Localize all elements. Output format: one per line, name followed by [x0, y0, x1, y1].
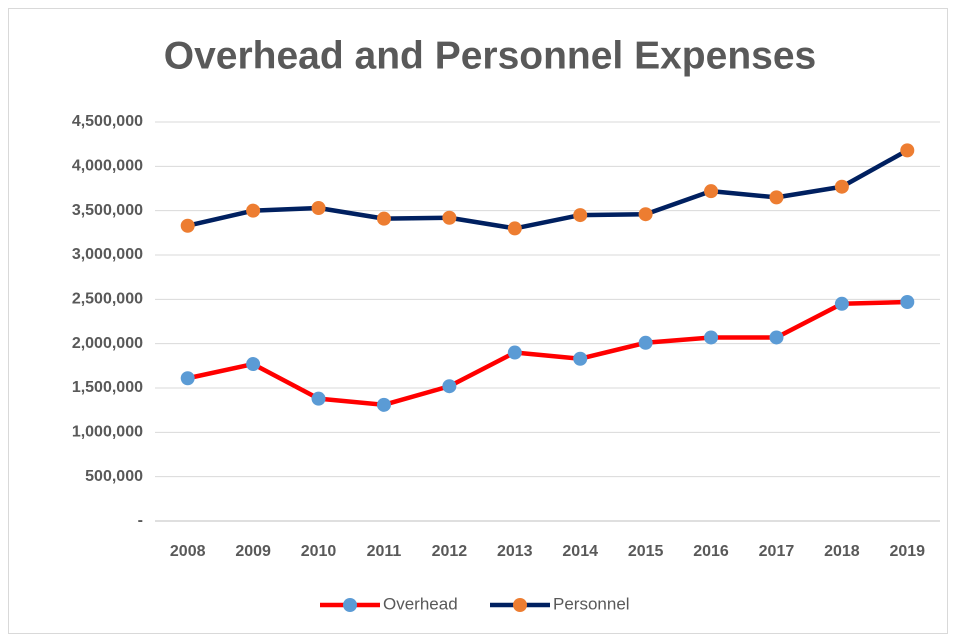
y-tick-label: 500,000: [85, 468, 143, 485]
data-point: [246, 357, 261, 372]
data-point: [638, 335, 653, 350]
y-tick-label: 4,000,000: [72, 158, 143, 175]
data-point: [246, 203, 261, 218]
x-tick-label: 2012: [432, 543, 468, 560]
series-line: [187, 299, 908, 408]
series-line: [187, 148, 909, 231]
data-point: [311, 201, 326, 216]
x-tick-label: 2013: [497, 543, 533, 560]
y-tick-label: 3,000,000: [72, 246, 143, 263]
data-point: [507, 345, 522, 360]
data-point: [180, 218, 195, 233]
data-point: [769, 190, 784, 205]
legend-label: Overhead: [383, 594, 458, 613]
legend-label: Personnel: [553, 594, 630, 613]
y-tick-label: -: [138, 512, 143, 529]
data-point: [442, 210, 457, 225]
chart-title: Overhead and Personnel Expenses: [164, 34, 816, 77]
legend-marker: [513, 598, 527, 612]
chart-border: [8, 8, 948, 634]
data-point: [769, 330, 784, 345]
data-point: [376, 211, 391, 226]
data-point: [834, 179, 849, 194]
data-point: [900, 294, 915, 309]
data-point: [180, 371, 195, 386]
data-point: [900, 143, 915, 158]
data-point: [376, 397, 391, 412]
x-tick-label: 2011: [367, 543, 402, 560]
data-point: [638, 207, 653, 222]
data-point: [704, 330, 719, 345]
x-tick-label: 2016: [693, 543, 729, 560]
y-tick-label: 2,500,000: [72, 291, 143, 308]
x-tick-label: 2008: [170, 543, 206, 560]
x-tick-label: 2014: [562, 543, 598, 560]
y-tick-label: 1,000,000: [72, 424, 143, 441]
legend-marker: [343, 598, 357, 612]
x-tick-label: 2009: [235, 543, 271, 560]
data-point: [311, 391, 326, 406]
y-tick-label: 1,500,000: [72, 379, 143, 396]
x-tick-label: 2018: [824, 543, 860, 560]
y-tick-label: 3,500,000: [72, 202, 143, 219]
data-point: [573, 208, 588, 223]
data-point: [834, 296, 849, 311]
x-tick-label: 2010: [301, 543, 337, 560]
data-point: [573, 351, 588, 366]
data-point: [442, 379, 457, 394]
x-tick-label: 2019: [889, 543, 925, 560]
y-tick-label: 2,000,000: [72, 335, 143, 352]
x-tick-label: 2017: [759, 543, 795, 560]
data-point: [704, 184, 719, 199]
y-tick-label: 4,500,000: [72, 113, 143, 130]
x-tick-label: 2015: [628, 543, 664, 560]
data-point: [507, 221, 522, 236]
